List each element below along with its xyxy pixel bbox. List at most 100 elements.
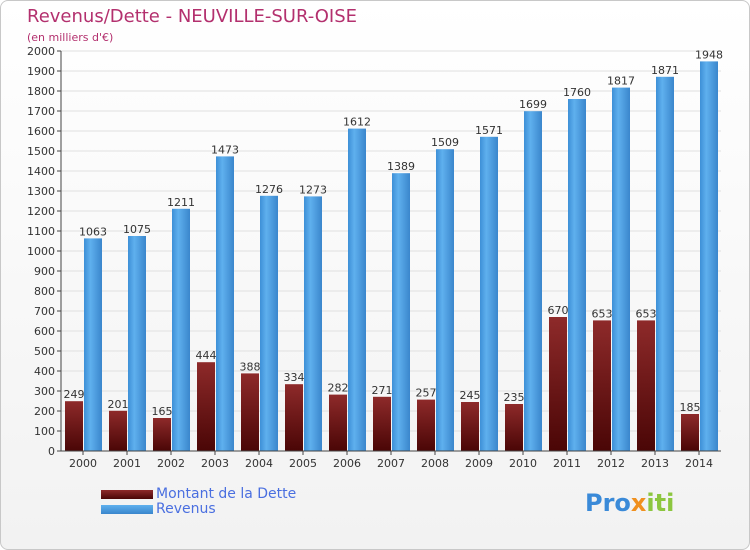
y-tick-label: 600 [34,325,55,338]
data-label-dette: 257 [416,387,437,400]
x-tick-label: 2000 [69,457,97,470]
bar-revenus [700,61,718,452]
y-tick-label: 1000 [27,245,55,258]
y-tick-label: 1300 [27,185,55,198]
bar-dette [285,384,303,451]
bar-dette [461,402,479,451]
bar-revenus [656,76,674,452]
bar-dette [241,373,259,451]
bar-dette [417,399,435,451]
bar-revenus [260,195,278,451]
x-tick-label: 2004 [245,457,273,470]
bar-revenus [392,173,410,451]
bar-revenus [304,196,322,451]
data-label-dette: 444 [196,349,217,362]
proxiti-logo: Proxiti [585,489,674,517]
data-label-dette: 282 [328,382,349,395]
bar-revenus [480,136,498,452]
legend-swatch-revenus [101,505,153,514]
data-label-revenus: 1389 [387,160,415,173]
y-tick-label: 1900 [27,65,55,78]
data-label-revenus: 1063 [79,225,107,238]
x-tick-label: 2012 [597,457,625,470]
bar-dette [109,410,127,451]
y-tick-label: 1100 [27,225,55,238]
x-tick-label: 2001 [113,457,141,470]
bar-dette [593,320,611,451]
data-label-dette: 653 [636,307,657,320]
x-tick-label: 2014 [685,457,713,470]
legend-label-dette: Montant de la Dette [156,486,297,502]
bar-revenus [612,87,630,451]
data-label-dette: 249 [64,388,85,401]
x-tick-label: 2008 [421,457,449,470]
bar-revenus [128,236,146,451]
data-label-dette: 271 [372,384,393,397]
data-label-dette: 670 [548,304,569,317]
x-tick-label: 2005 [289,457,317,470]
y-tick-label: 1400 [27,165,55,178]
data-label-revenus: 1211 [167,196,195,209]
bar-revenus [568,99,586,451]
data-label-dette: 388 [240,360,261,373]
bar-revenus [436,149,454,451]
y-tick-label: 800 [34,285,55,298]
x-tick-label: 2013 [641,457,669,470]
bar-dette [549,317,567,451]
bar-revenus [524,111,542,451]
data-label-revenus: 1871 [651,64,679,77]
x-tick-label: 2003 [201,457,229,470]
bar-revenus [172,208,190,451]
data-label-revenus: 1948 [695,48,723,61]
bar-dette [373,396,391,451]
data-label-dette: 201 [108,398,129,411]
logo-part-pro: Pro [585,489,631,517]
legend-swatch-dette [101,490,153,499]
data-label-revenus: 1473 [211,143,239,156]
x-tick-label: 2009 [465,457,493,470]
y-tick-label: 0 [48,445,55,458]
data-label-dette: 185 [680,401,701,414]
bar-dette [681,414,699,451]
bar-dette [505,404,523,451]
y-tick-label: 100 [34,425,55,438]
y-tick-label: 700 [34,305,55,318]
logo-part-iti: iti [646,489,675,517]
legend-label-revenus: Revenus [156,501,216,517]
chart-title: Revenus/Dette - NEUVILLE-SUR-OISE [27,6,358,27]
data-label-revenus: 1273 [299,183,327,196]
data-label-revenus: 1075 [123,223,151,236]
y-tick-label: 500 [34,345,55,358]
data-label-revenus: 1571 [475,124,503,137]
y-tick-label: 1600 [27,125,55,138]
data-label-dette: 165 [152,405,173,418]
data-label-revenus: 1509 [431,136,459,149]
data-label-dette: 653 [592,307,613,320]
x-tick-label: 2006 [333,457,361,470]
data-label-revenus: 1760 [563,86,591,99]
bar-dette [329,394,347,451]
y-tick-label: 1800 [27,85,55,98]
y-tick-label: 200 [34,405,55,418]
y-tick-label: 2000 [27,45,55,58]
data-label-dette: 245 [460,389,481,402]
data-label-revenus: 1276 [255,183,283,196]
bar-dette [637,320,655,451]
y-tick-label: 900 [34,265,55,278]
data-label-dette: 334 [284,371,305,384]
bar-dette [65,401,83,451]
logo-part-x: x [630,489,647,517]
data-label-revenus: 1699 [519,98,547,111]
y-tick-label: 400 [34,365,55,378]
bar-revenus [216,156,234,451]
data-label-revenus: 1817 [607,75,635,88]
bar-dette [153,418,171,451]
x-tick-label: 2011 [553,457,581,470]
data-label-dette: 235 [504,391,525,404]
y-tick-label: 1700 [27,105,55,118]
x-tick-label: 2007 [377,457,405,470]
y-tick-label: 300 [34,385,55,398]
y-tick-label: 1200 [27,205,55,218]
data-label-revenus: 1612 [343,116,371,129]
